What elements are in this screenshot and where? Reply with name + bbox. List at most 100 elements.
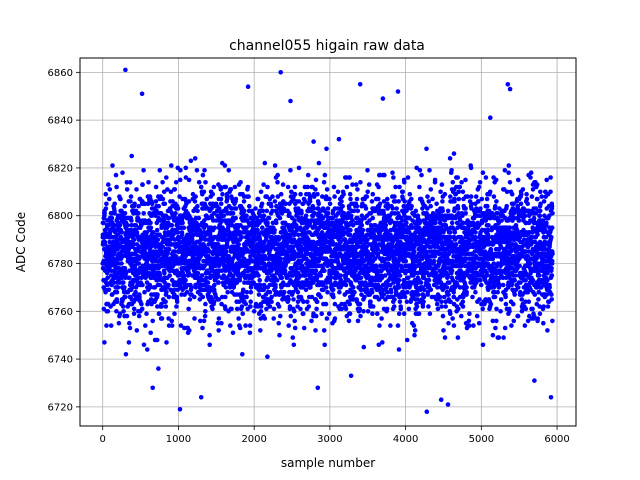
data-point	[225, 196, 230, 202]
data-point	[340, 203, 345, 209]
data-point	[233, 196, 239, 202]
data-point	[262, 160, 268, 166]
data-point	[296, 165, 302, 171]
data-point	[188, 158, 194, 164]
data-point	[427, 311, 433, 317]
data-point	[172, 311, 177, 317]
data-point	[126, 340, 132, 345]
data-point	[181, 273, 187, 278]
data-point	[360, 227, 366, 233]
data-point	[106, 287, 112, 293]
data-point	[348, 196, 353, 202]
data-point	[291, 342, 297, 348]
data-point	[347, 301, 353, 307]
data-point	[324, 187, 330, 192]
data-point	[163, 299, 168, 305]
data-point	[114, 309, 119, 314]
data-point	[445, 208, 451, 214]
data-point	[132, 201, 137, 207]
data-point	[439, 182, 445, 187]
data-point	[412, 332, 417, 338]
data-point	[331, 184, 337, 190]
data-point	[357, 306, 363, 312]
data-point	[143, 323, 148, 328]
data-point	[460, 304, 466, 309]
data-point	[323, 301, 329, 307]
data-point	[305, 184, 310, 190]
data-point	[354, 196, 360, 202]
data-point	[412, 328, 418, 333]
data-point	[265, 184, 270, 190]
data-point	[240, 352, 245, 357]
data-point	[134, 187, 139, 192]
data-point	[277, 332, 282, 338]
data-point	[376, 184, 381, 190]
data-point	[370, 215, 376, 221]
data-point	[133, 289, 138, 295]
data-point	[230, 211, 236, 216]
data-point	[428, 203, 434, 209]
data-point	[107, 196, 112, 202]
data-point	[464, 289, 470, 295]
data-point	[382, 172, 387, 178]
data-point	[183, 277, 188, 283]
data-point	[233, 215, 238, 221]
data-point	[103, 191, 109, 197]
data-point	[272, 163, 278, 168]
data-point	[195, 208, 200, 214]
data-point	[298, 191, 303, 197]
data-point	[164, 289, 169, 295]
data-point	[240, 311, 245, 317]
data-point	[256, 273, 261, 278]
data-point	[439, 304, 444, 309]
data-point	[131, 242, 136, 247]
data-point	[163, 304, 169, 309]
data-point	[142, 289, 147, 295]
data-point	[467, 323, 472, 328]
data-point	[383, 223, 389, 228]
data-point	[186, 306, 191, 312]
data-point	[155, 292, 160, 297]
data-point	[444, 285, 450, 290]
data-point	[112, 201, 117, 207]
data-point	[324, 316, 330, 321]
data-point	[451, 289, 457, 295]
data-point	[321, 328, 327, 333]
data-point	[471, 323, 476, 328]
data-point	[359, 223, 365, 228]
data-point	[358, 313, 363, 319]
data-point	[150, 318, 155, 324]
data-point	[322, 342, 328, 348]
data-point	[441, 328, 446, 333]
data-point	[269, 203, 274, 209]
data-point	[120, 304, 126, 309]
data-point	[160, 244, 165, 250]
data-point	[140, 182, 145, 187]
data-point	[299, 211, 304, 216]
data-point	[421, 294, 427, 300]
data-point	[149, 201, 155, 207]
data-point	[365, 309, 371, 314]
data-point	[460, 189, 466, 195]
data-point	[365, 189, 371, 195]
data-point	[391, 304, 397, 309]
data-point	[246, 194, 251, 199]
data-point	[442, 191, 448, 197]
data-point	[430, 196, 435, 202]
data-point	[290, 335, 296, 340]
data-point	[145, 347, 150, 352]
data-point	[111, 239, 116, 245]
data-point	[318, 294, 324, 300]
data-point	[314, 306, 319, 312]
data-point	[452, 230, 458, 235]
data-point	[339, 199, 344, 204]
data-point	[384, 306, 390, 312]
data-point	[244, 294, 249, 300]
data-point	[211, 184, 217, 190]
data-point	[354, 203, 360, 209]
data-point	[414, 304, 420, 309]
data-point	[355, 208, 361, 214]
data-point	[396, 347, 402, 352]
data-point	[331, 294, 336, 300]
data-point	[416, 292, 421, 297]
